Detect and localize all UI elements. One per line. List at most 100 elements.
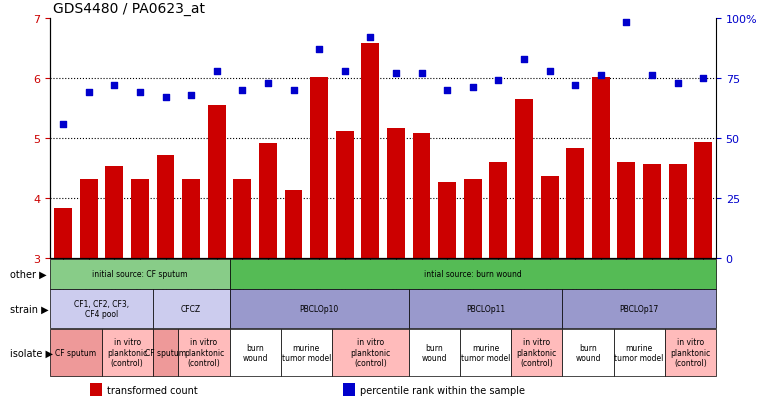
Point — [620, 20, 632, 27]
Text: initial source: CF sputum: initial source: CF sputum — [92, 269, 187, 278]
Bar — [665, 329, 716, 376]
Point — [441, 87, 454, 94]
Point — [364, 35, 376, 41]
Bar — [131, 179, 149, 259]
Point — [83, 90, 95, 96]
Bar — [156, 156, 174, 259]
Text: CFCZ: CFCZ — [181, 304, 201, 313]
Text: in vitro
planktonic
(control): in vitro planktonic (control) — [183, 337, 224, 367]
Bar — [50, 290, 152, 328]
Bar — [178, 329, 230, 376]
Bar — [234, 180, 252, 259]
Text: burn
wound: burn wound — [422, 343, 447, 362]
Bar — [281, 329, 332, 376]
Bar — [230, 259, 716, 289]
Text: CF sputum: CF sputum — [145, 348, 186, 357]
Bar — [182, 180, 200, 259]
Point — [236, 87, 248, 94]
Bar — [464, 180, 481, 259]
Point — [518, 56, 530, 63]
Point — [159, 95, 172, 101]
Point — [467, 85, 479, 92]
Text: CF sputum: CF sputum — [56, 348, 97, 357]
Bar — [413, 133, 430, 259]
Bar — [336, 131, 354, 259]
Point — [594, 73, 607, 79]
Bar — [230, 329, 281, 376]
Point — [57, 121, 70, 128]
Text: PBCLOp11: PBCLOp11 — [466, 304, 505, 313]
Bar — [285, 190, 303, 259]
Bar — [563, 290, 716, 328]
Text: percentile rank within the sample: percentile rank within the sample — [360, 385, 525, 394]
Text: murine
tumor model: murine tumor model — [461, 343, 510, 362]
Text: CF1, CF2, CF3,
CF4 pool: CF1, CF2, CF3, CF4 pool — [74, 299, 129, 318]
Point — [185, 92, 197, 99]
Bar — [310, 77, 328, 259]
Text: in vitro
planktonic
(control): in vitro planktonic (control) — [516, 337, 557, 367]
Text: burn
wound: burn wound — [242, 343, 268, 362]
Bar — [80, 179, 98, 259]
Bar — [50, 329, 101, 376]
Text: PBCLOp10: PBCLOp10 — [300, 304, 339, 313]
Point — [492, 78, 505, 84]
Point — [569, 83, 581, 89]
Bar — [54, 209, 72, 259]
Bar — [343, 383, 355, 396]
Point — [287, 87, 300, 94]
Bar — [207, 106, 226, 259]
Text: in vitro
planktonic
(control): in vitro planktonic (control) — [350, 337, 390, 367]
Text: burn
wound: burn wound — [575, 343, 601, 362]
Bar — [618, 163, 635, 259]
Bar — [409, 290, 563, 328]
Text: intial source: burn wound: intial source: burn wound — [424, 269, 522, 278]
Bar — [614, 329, 665, 376]
Point — [313, 47, 325, 53]
Bar — [230, 290, 409, 328]
Text: GDS4480 / PA0623_at: GDS4480 / PA0623_at — [53, 2, 204, 16]
Bar — [105, 167, 123, 259]
Point — [134, 90, 146, 96]
Point — [262, 80, 274, 87]
Bar — [438, 183, 456, 259]
Point — [671, 80, 683, 87]
Bar — [694, 142, 712, 259]
Point — [211, 68, 223, 75]
Bar — [387, 128, 405, 259]
Bar — [152, 290, 230, 328]
Point — [416, 71, 428, 77]
Bar — [259, 143, 277, 259]
Point — [543, 68, 556, 75]
Text: strain ▶: strain ▶ — [10, 304, 49, 314]
Text: PBCLOp17: PBCLOp17 — [619, 304, 659, 313]
Bar — [489, 163, 507, 259]
Bar — [563, 329, 614, 376]
Text: murine
tumor model: murine tumor model — [282, 343, 331, 362]
Bar — [511, 329, 563, 376]
Point — [697, 75, 709, 82]
Bar — [669, 164, 687, 259]
Bar — [152, 329, 178, 376]
Text: in vitro
planktonic
(control): in vitro planktonic (control) — [107, 337, 147, 367]
Point — [390, 71, 402, 77]
Bar — [50, 259, 230, 289]
Bar — [361, 44, 379, 259]
Bar — [643, 164, 661, 259]
Bar — [460, 329, 511, 376]
Point — [646, 73, 658, 79]
Bar — [101, 329, 152, 376]
Text: isolate ▶: isolate ▶ — [10, 347, 53, 358]
Text: murine
tumor model: murine tumor model — [615, 343, 664, 362]
Bar — [91, 383, 102, 396]
Bar — [332, 329, 409, 376]
Bar — [567, 149, 584, 259]
Point — [338, 68, 351, 75]
Bar — [409, 329, 460, 376]
Bar — [540, 176, 559, 259]
Point — [108, 83, 121, 89]
Text: transformed count: transformed count — [107, 385, 197, 394]
Text: in vitro
planktonic
(control): in vitro planktonic (control) — [670, 337, 711, 367]
Bar — [592, 78, 610, 259]
Bar — [515, 100, 533, 259]
Text: other ▶: other ▶ — [10, 269, 46, 279]
